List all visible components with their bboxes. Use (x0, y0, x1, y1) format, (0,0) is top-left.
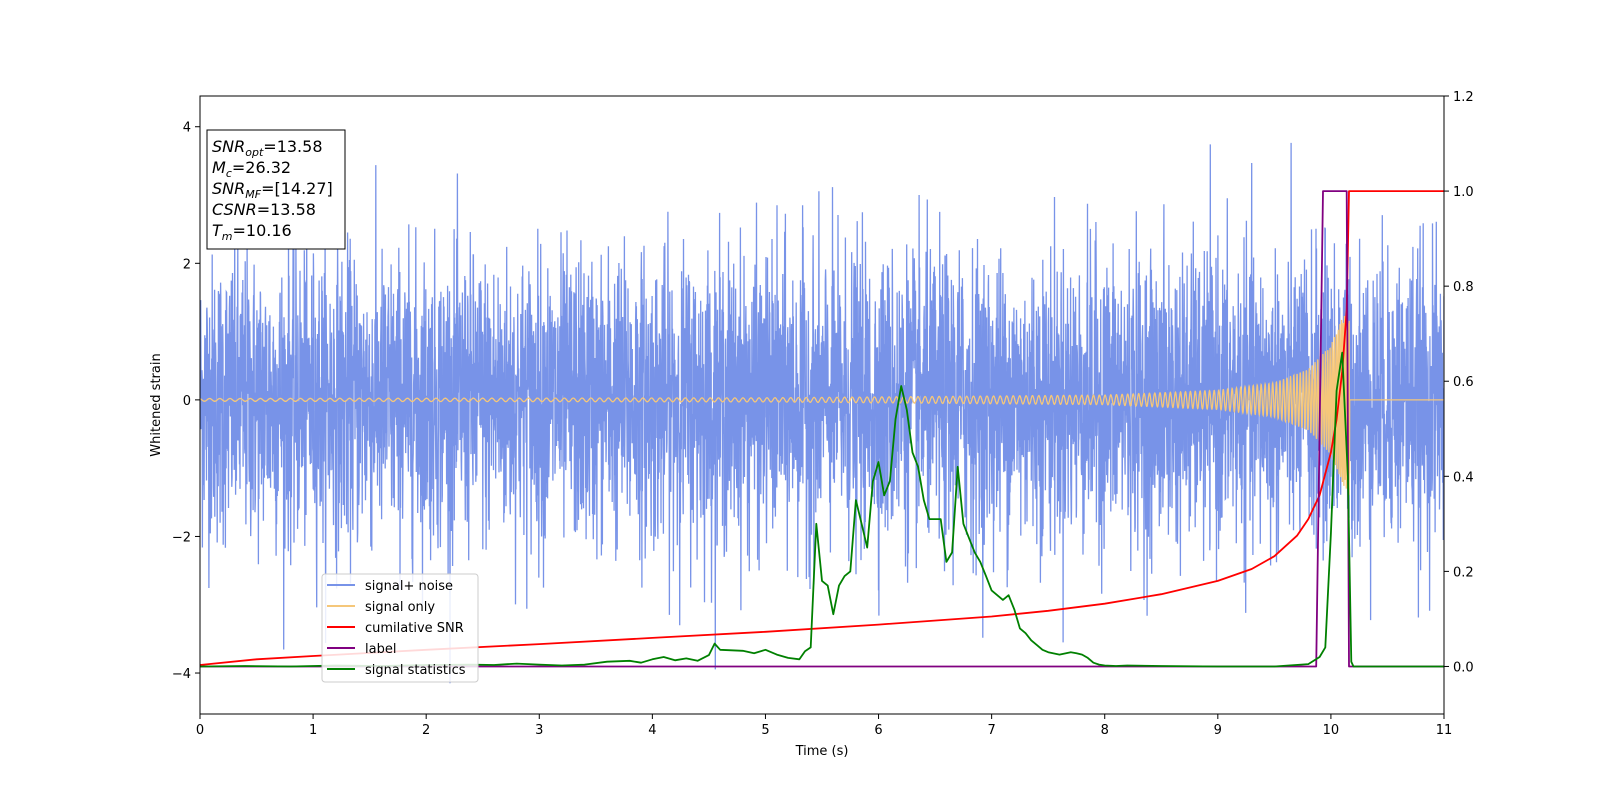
y2-tick-label: 0.6 (1453, 375, 1474, 390)
y2-tick-label: 0.0 (1453, 660, 1474, 675)
x-tick-label: 0 (196, 723, 204, 738)
y2-tick-label: 0.2 (1453, 565, 1474, 580)
series-signal-noise (200, 142, 1444, 684)
info-box-frame (206, 129, 346, 250)
x-tick-label: 6 (874, 723, 882, 738)
y-axis-label: Whitened strain (149, 353, 164, 456)
x-tick-label: 4 (648, 723, 656, 738)
legend-label: signal+ noise (365, 579, 453, 594)
legend-label: cumilative SNR (365, 621, 464, 636)
y2-tick-label: 0.4 (1453, 470, 1474, 485)
x-tick-label: 10 (1323, 723, 1340, 738)
x-axis: 0 1 2 3 4 5 6 7 8 9 10 11 (196, 714, 1452, 738)
y-tick-label: 4 (183, 121, 191, 136)
info-line: SNRMF=[14.27] (212, 179, 333, 201)
info-line: Mc=26.32 (212, 158, 291, 180)
y-axis-left: −4 −2 0 2 4 (172, 121, 200, 682)
x-tick-label: 9 (1214, 723, 1222, 738)
series-signal-only (200, 307, 1444, 496)
y2-tick-label: 1.0 (1453, 185, 1474, 200)
y-tick-label: −4 (172, 667, 191, 682)
info-line: Tm=10.16 (212, 221, 292, 243)
y-tick-label: 2 (183, 257, 191, 272)
x-axis-label: Time (s) (795, 744, 849, 759)
y-tick-label: 0 (183, 394, 191, 409)
series-layer (200, 142, 1444, 684)
y-tick-label: −2 (172, 530, 191, 545)
info-box: SNRopt=13.58Mc=26.32SNRMF=[14.27]CSNR=13… (206, 129, 346, 250)
x-tick-label: 7 (987, 723, 995, 738)
x-tick-label: 3 (535, 723, 543, 738)
legend: signal+ noise signal only cumilative SNR la… (321, 573, 479, 683)
x-tick-label: 2 (422, 723, 430, 738)
info-line: CSNR=13.58 (212, 200, 316, 219)
x-tick-label: 1 (309, 723, 317, 738)
legend-label: signal statistics (365, 663, 466, 678)
series-signal-statistics (200, 351, 1444, 668)
legend-frame (321, 573, 479, 683)
info-line: SNRopt=13.58 (212, 137, 323, 159)
y2-tick-label: 1.2 (1453, 90, 1474, 105)
legend-label: signal only (365, 600, 435, 615)
x-tick-label: 11 (1436, 723, 1453, 738)
y-axis-right: 0.0 0.2 0.4 0.6 0.8 1.0 1.2 (1444, 90, 1474, 675)
legend-label: label (365, 642, 396, 657)
plot-frame (199, 95, 1445, 715)
series-cumulative-snr (200, 190, 1444, 666)
x-tick-label: 5 (761, 723, 769, 738)
y2-tick-label: 0.8 (1453, 280, 1474, 295)
x-tick-label: 8 (1101, 723, 1109, 738)
